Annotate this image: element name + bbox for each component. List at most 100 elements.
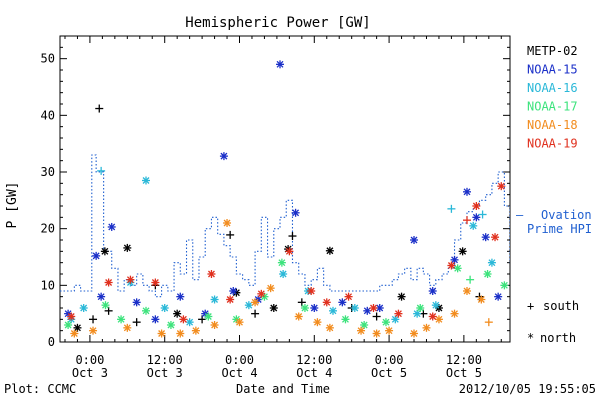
marker-stroke xyxy=(245,301,253,309)
x-tick-time-label: 12:00 xyxy=(446,353,482,367)
marker-stroke xyxy=(92,252,100,260)
point-noaa-18-north xyxy=(235,318,244,327)
marker-stroke xyxy=(345,293,353,301)
point-metp-02-north xyxy=(397,292,406,301)
marker-stroke xyxy=(251,298,259,306)
marker-stroke xyxy=(176,330,184,337)
marker-stroke xyxy=(341,315,349,323)
x-tick-time-label: 0:00 xyxy=(225,353,254,367)
point-noaa-15-north xyxy=(450,255,459,264)
marker-stroke xyxy=(151,315,159,323)
x-tick-time-label: 0:00 xyxy=(375,353,404,367)
point-noaa-16-south xyxy=(97,166,106,175)
plot-timestamp: 2012/10/05 19:55:05 xyxy=(459,382,596,396)
point-noaa-15-north xyxy=(363,306,372,315)
marker-stroke xyxy=(391,315,399,323)
point-noaa-17-north xyxy=(101,301,110,310)
x-tick-day-label: Oct 4 xyxy=(296,366,332,380)
marker-stroke xyxy=(484,270,492,278)
point-noaa-19-north xyxy=(472,202,481,210)
x-tick-day-label: Oct 3 xyxy=(72,366,108,380)
point-noaa-18-north xyxy=(422,323,431,332)
point-noaa-16-north xyxy=(142,176,151,185)
point-noaa-17-north xyxy=(341,315,350,324)
point-noaa-15-north xyxy=(310,304,319,312)
point-noaa-15-north xyxy=(462,187,471,196)
marker-stroke xyxy=(158,330,166,337)
marker-stroke xyxy=(211,296,219,303)
point-noaa-18-north xyxy=(251,298,260,307)
point-noaa-19-north xyxy=(491,233,500,242)
point-noaa-18-north xyxy=(385,326,394,335)
x-tick-day-label: Oct 3 xyxy=(147,366,183,380)
point-noaa-19-north xyxy=(67,312,76,321)
marker-stroke xyxy=(123,324,131,332)
marker-stroke xyxy=(133,298,141,306)
plot-source-label: Plot: CCMC xyxy=(4,382,76,396)
marker-stroke xyxy=(179,315,187,323)
marker-stroke xyxy=(105,279,113,286)
point-metp-02-north xyxy=(123,243,132,252)
legend-model-dash: – xyxy=(516,208,524,222)
marker-stroke xyxy=(267,284,275,292)
y-tick-label: 30 xyxy=(41,165,55,179)
point-noaa-15-north xyxy=(92,251,101,260)
point-metp-02-south xyxy=(132,318,141,327)
point-noaa-17-north xyxy=(204,312,213,321)
marker-stroke xyxy=(469,222,477,230)
marker-stroke xyxy=(447,262,455,269)
marker-stroke xyxy=(398,293,406,301)
marker-stroke xyxy=(416,304,424,312)
point-noaa-18-north xyxy=(223,219,232,227)
marker-stroke xyxy=(432,301,440,309)
point-noaa-16-north xyxy=(431,301,440,310)
point-noaa-19-north xyxy=(126,275,135,284)
point-noaa-18-north xyxy=(89,326,98,335)
marker-stroke xyxy=(385,327,393,335)
marker-stroke xyxy=(117,315,125,323)
x-tick-day-label: Oct 5 xyxy=(446,366,482,380)
point-noaa-16-north xyxy=(79,304,88,312)
point-metp-02-south xyxy=(372,312,381,321)
point-noaa-16-north xyxy=(413,309,422,318)
marker-stroke xyxy=(97,293,105,301)
marker-stroke xyxy=(454,264,462,272)
plot-frame xyxy=(59,35,511,343)
x-axis-label: Date and Time xyxy=(236,382,330,396)
marker-stroke xyxy=(451,310,458,318)
point-noaa-15-north xyxy=(481,233,490,242)
point-noaa-19-north xyxy=(207,270,216,278)
point-noaa-16-south xyxy=(447,204,456,213)
point-noaa-18-north xyxy=(450,309,459,318)
y-tick-label: 0 xyxy=(48,335,55,349)
point-noaa-19-north xyxy=(447,261,456,270)
point-metp-02-north xyxy=(73,323,82,332)
x-tick-day-label: Oct 5 xyxy=(371,366,407,380)
point-noaa-18-north xyxy=(410,329,419,338)
marker-stroke xyxy=(89,327,97,335)
marker-stroke xyxy=(463,188,471,196)
point-noaa-16-north xyxy=(279,270,288,278)
marker-stroke xyxy=(285,247,293,255)
marker-stroke xyxy=(142,307,150,315)
marker-stroke xyxy=(310,304,318,312)
point-noaa-18-north xyxy=(123,323,132,332)
marker-stroke xyxy=(270,304,278,312)
point-noaa-19-north xyxy=(285,247,294,256)
legend-entry: NOAA-16 xyxy=(527,81,578,95)
marker-stroke xyxy=(357,327,365,335)
point-noaa-18-north xyxy=(266,284,275,293)
legend-south-label: south xyxy=(543,299,579,313)
y-tick-label: 20 xyxy=(41,222,55,236)
marker-stroke xyxy=(494,293,502,301)
point-noaa-15-north xyxy=(494,292,503,301)
point-noaa-16-north xyxy=(487,258,496,267)
marker-stroke xyxy=(472,202,480,210)
ovation-hpi-line xyxy=(60,154,510,298)
point-noaa-17-north xyxy=(483,270,492,278)
point-metp-02-south xyxy=(89,315,98,324)
y-tick-label: 50 xyxy=(41,52,55,66)
point-noaa-17-north xyxy=(277,258,286,267)
point-noaa-19-north xyxy=(322,298,331,307)
